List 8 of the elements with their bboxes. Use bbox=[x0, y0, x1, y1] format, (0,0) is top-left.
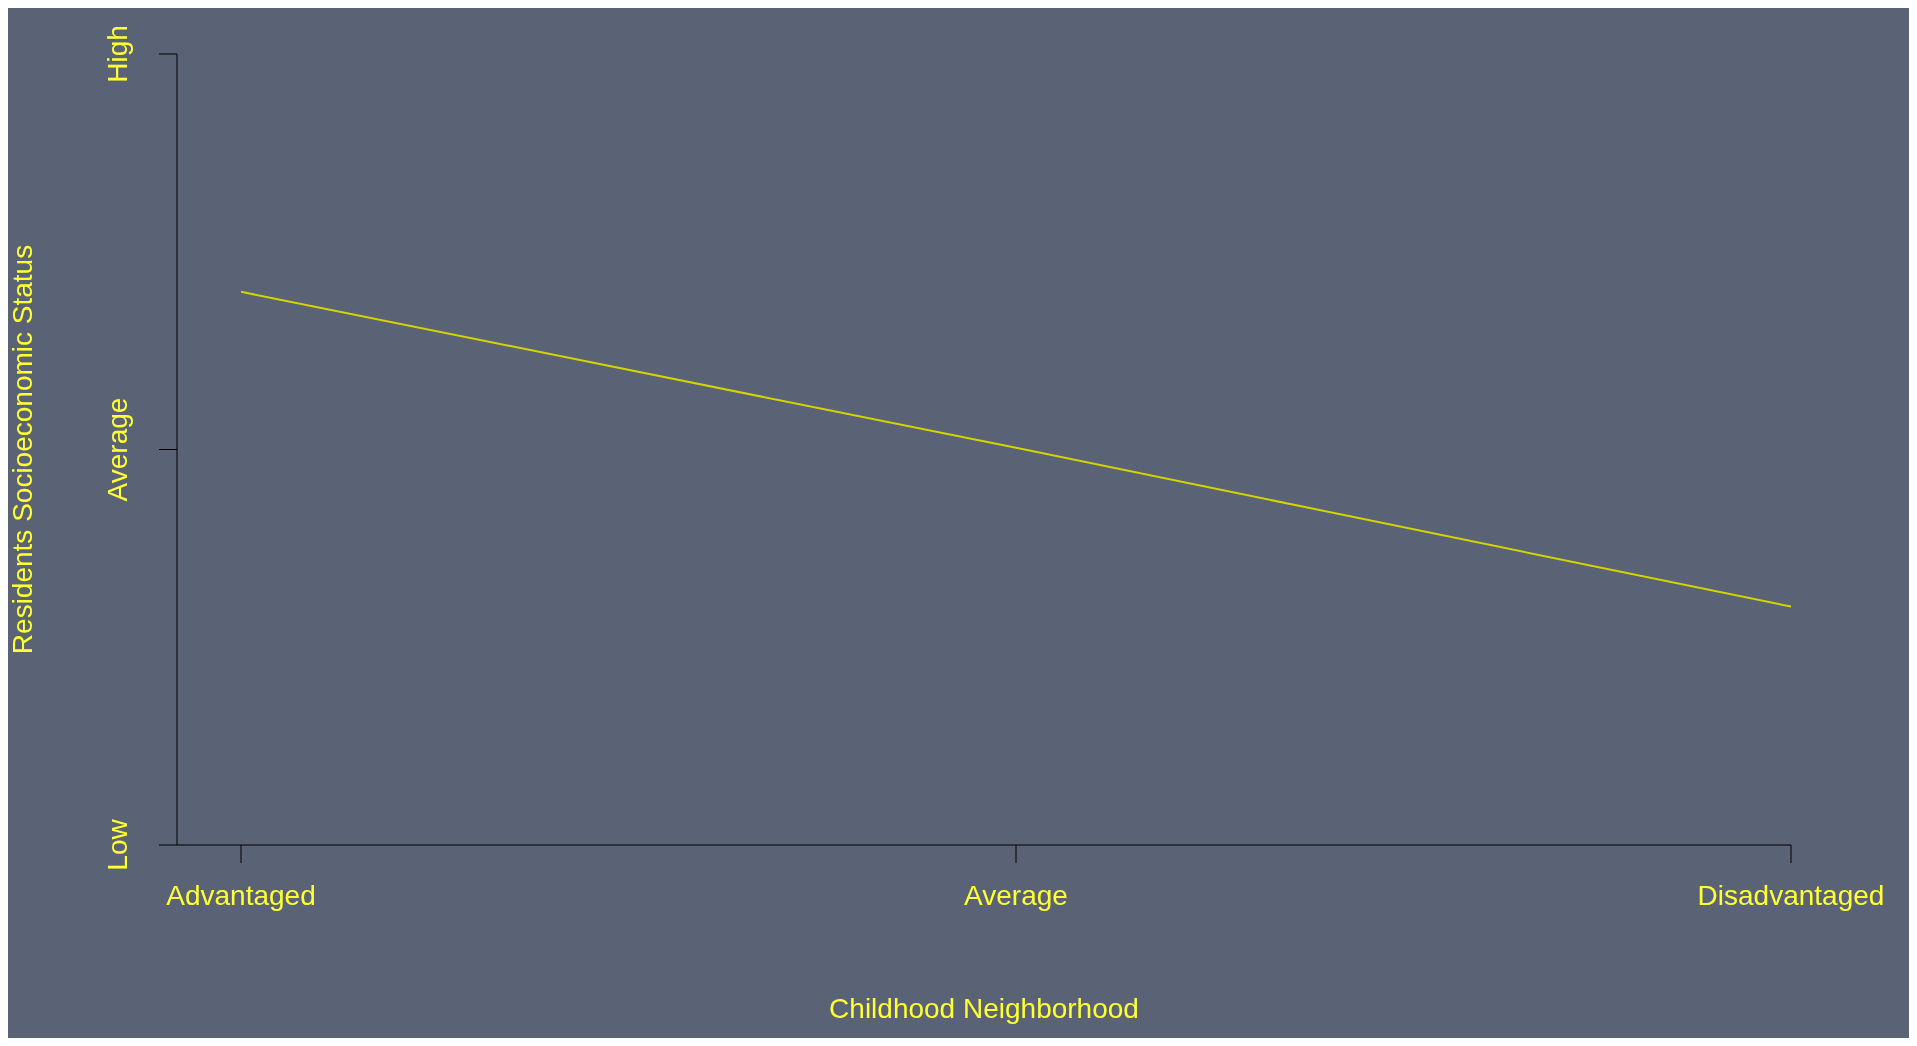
text: High bbox=[101, 25, 133, 83]
x-tick-label: Disadvantaged bbox=[1697, 879, 1885, 911]
text: Low bbox=[101, 818, 133, 871]
text: Average bbox=[101, 397, 133, 502]
x-axis-title: Childhood Neighborhood bbox=[829, 993, 1139, 1024]
x-tick-label: Advantaged bbox=[166, 879, 316, 911]
y-axis-title: Residents Socioeconomic Status bbox=[6, 244, 38, 655]
x-tick-label: Average bbox=[964, 879, 1068, 911]
